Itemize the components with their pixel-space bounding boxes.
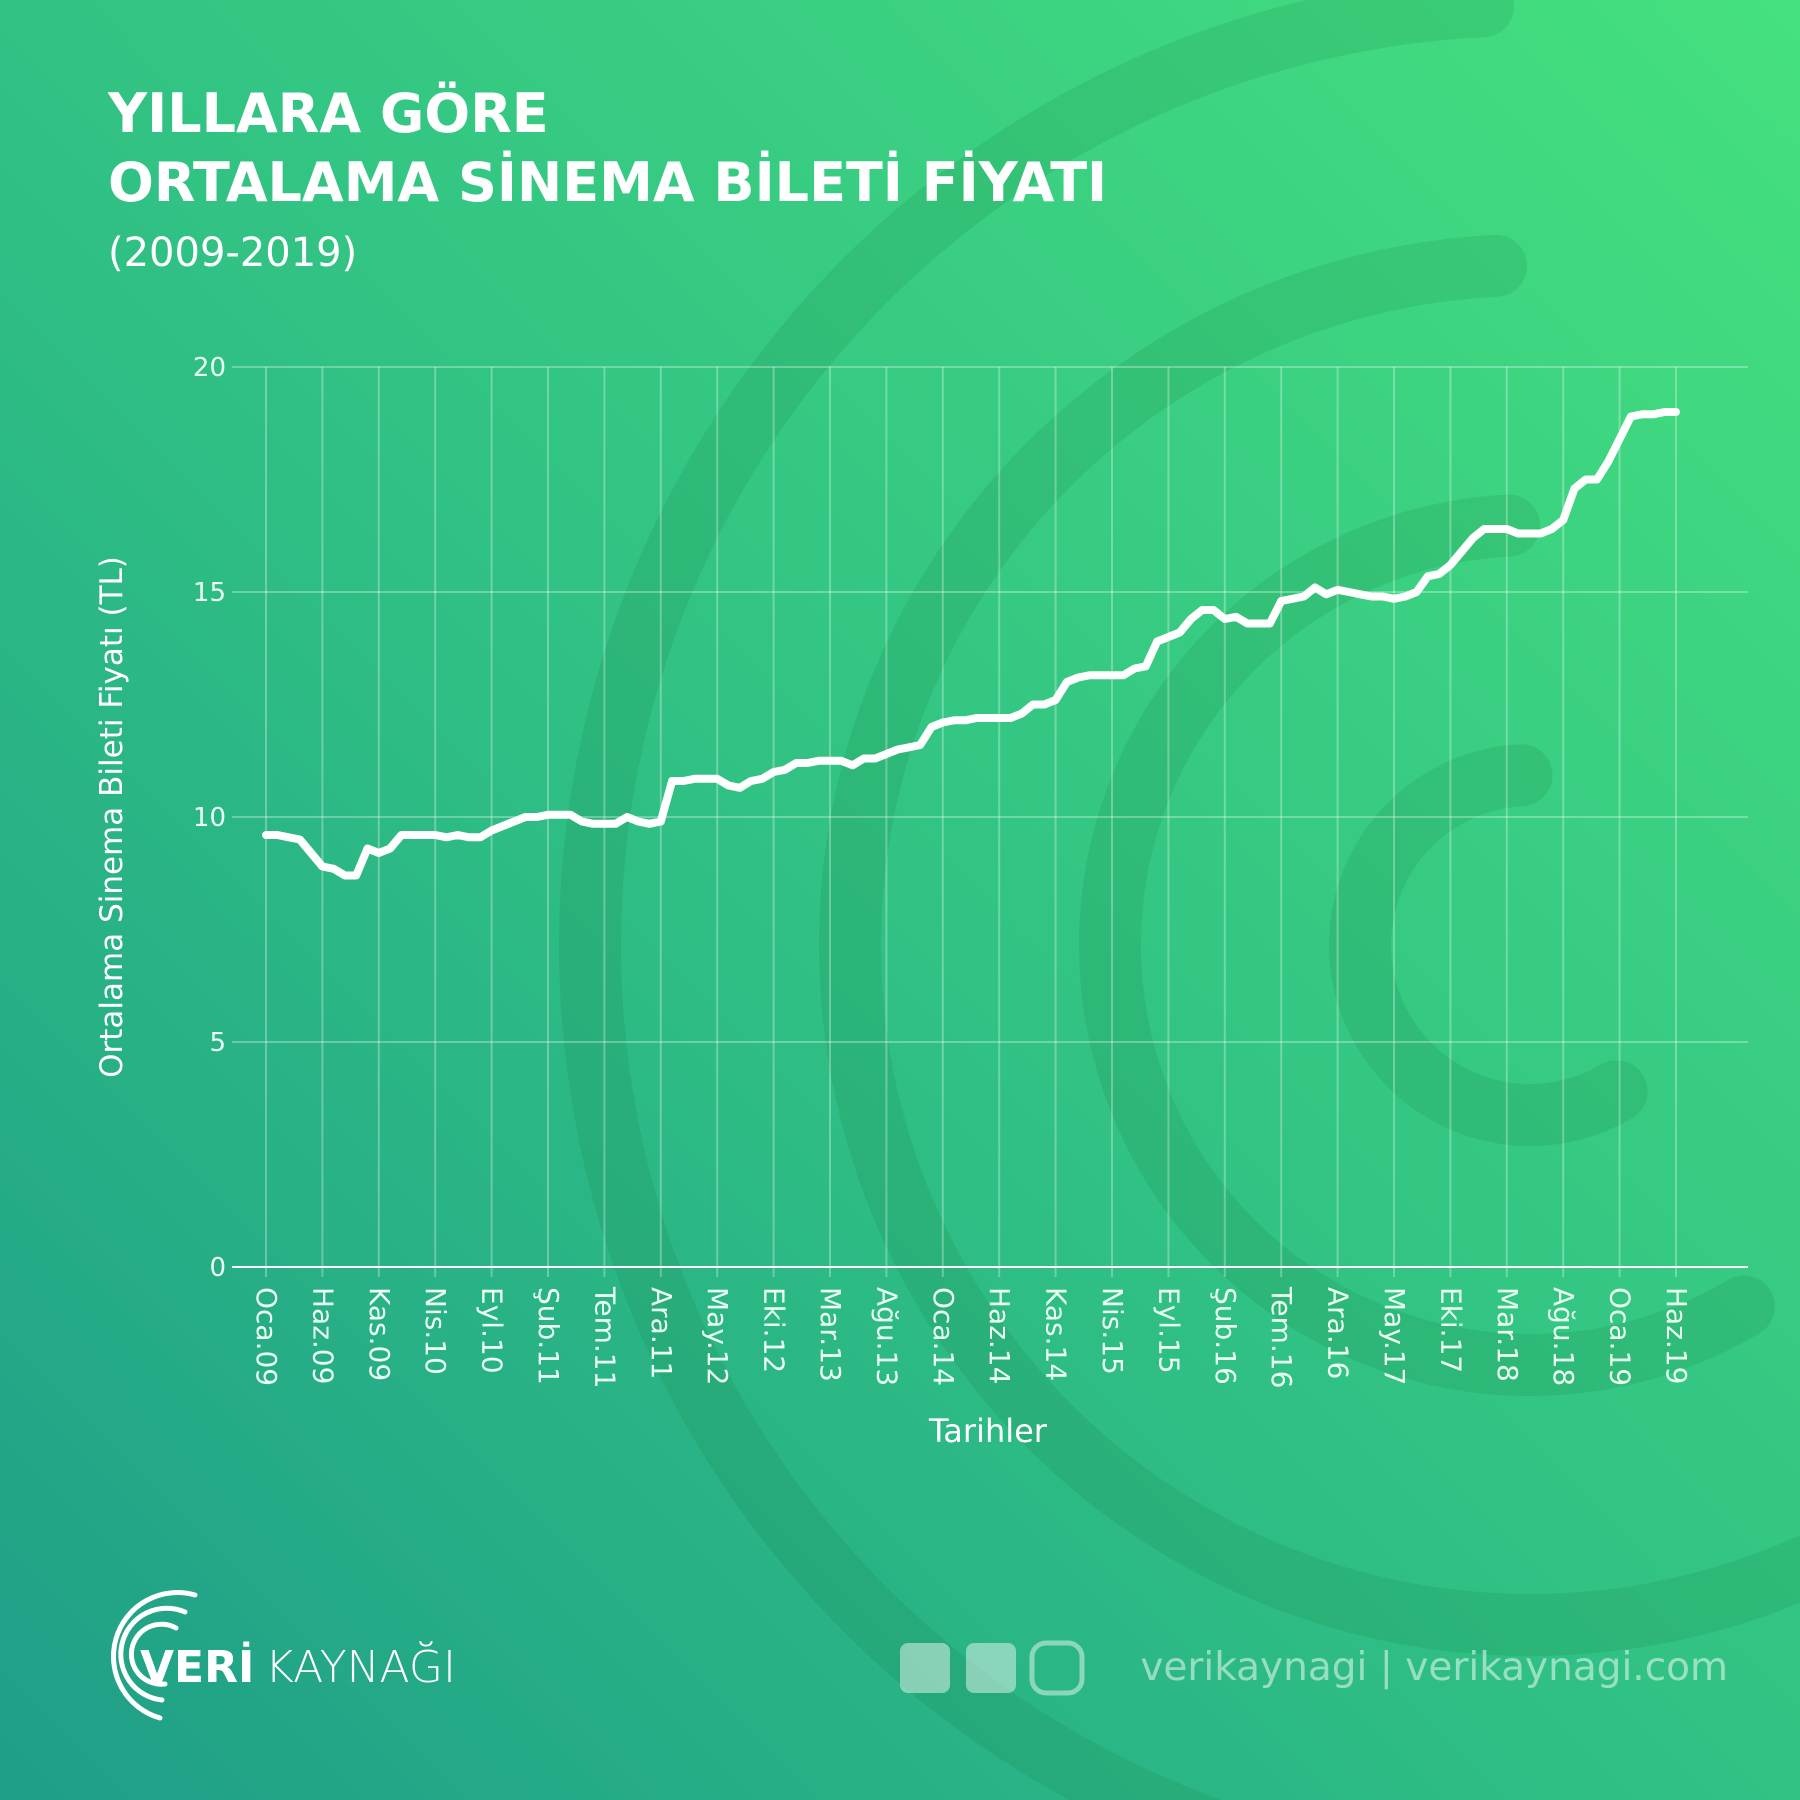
x-tick-label: Kas.14 xyxy=(1040,1287,1073,1381)
x-tick-label: Oca.09 xyxy=(250,1287,283,1386)
x-tick-label: Tem.11 xyxy=(588,1286,621,1388)
x-tick-label: Ara.11 xyxy=(645,1287,678,1379)
twitter-icon xyxy=(966,1643,1016,1693)
x-tick-label: Tem.16 xyxy=(1265,1286,1298,1388)
x-tick-label: Eyl.15 xyxy=(1152,1287,1185,1374)
y-tick-label: 15 xyxy=(193,578,226,608)
price-line xyxy=(262,408,1680,880)
x-tick-label: May.17 xyxy=(1378,1287,1411,1385)
x-tick-label: Oca.19 xyxy=(1604,1287,1637,1386)
x-tick-label: Nis.15 xyxy=(1096,1287,1129,1375)
x-tick-label: Şub.11 xyxy=(532,1287,565,1385)
instagram-icon xyxy=(1029,1640,1085,1696)
x-tick-label: Kas.09 xyxy=(363,1287,396,1381)
x-tick-label: Haz.19 xyxy=(1660,1287,1693,1384)
x-tick-label: Mar.13 xyxy=(814,1287,847,1382)
title-line-1: YILLARA GÖRE xyxy=(107,82,549,145)
y-tick-label: 10 xyxy=(193,803,226,833)
facebook-icon xyxy=(900,1643,950,1693)
x-tick-label: Mar.18 xyxy=(1491,1287,1524,1382)
x-tick-label: Nis.10 xyxy=(419,1287,452,1375)
decor-arc xyxy=(559,0,1515,1800)
x-tick-label: Şub.16 xyxy=(1209,1287,1242,1385)
social-icons xyxy=(900,1640,1085,1696)
x-tick-label: Ağu.13 xyxy=(870,1287,903,1386)
y-tick-label: 20 xyxy=(193,353,226,383)
logo xyxy=(111,1590,198,1721)
x-axis-title: Tarihler xyxy=(928,1412,1048,1450)
x-tick-label: Eki.17 xyxy=(1434,1287,1467,1373)
y-axis-title: Ortalama Sinema Bileti Fiyatı (TL) xyxy=(94,556,130,1078)
x-tick-label: Ağu.18 xyxy=(1547,1287,1580,1386)
subtitle: (2009-2019) xyxy=(108,230,357,276)
decor-arc xyxy=(1329,744,1648,1146)
brand-light: KAYNAĞI xyxy=(265,1640,456,1693)
title-line-2: ORTALAMA SİNEMA BİLETİ FİYATI xyxy=(108,151,1107,214)
y-tick-label: 0 xyxy=(209,1253,226,1283)
x-tick-label: Ara.16 xyxy=(1322,1287,1355,1379)
social-handle: verikaynagi | verikaynagi.com xyxy=(1140,1645,1728,1690)
x-tick-label: Eyl.10 xyxy=(476,1287,509,1374)
x-tick-label: Haz.09 xyxy=(306,1287,339,1384)
decoration xyxy=(559,0,1800,1800)
y-tick-label: 5 xyxy=(209,1028,226,1058)
x-tick-label: Haz.14 xyxy=(983,1287,1016,1384)
x-tick-label: May.12 xyxy=(701,1287,734,1385)
x-tick-label: Oca.14 xyxy=(927,1287,960,1386)
brand-bold: VERİ xyxy=(140,1640,254,1693)
x-tick-label: Eki.12 xyxy=(758,1287,791,1373)
decor-arc xyxy=(819,234,1800,1656)
